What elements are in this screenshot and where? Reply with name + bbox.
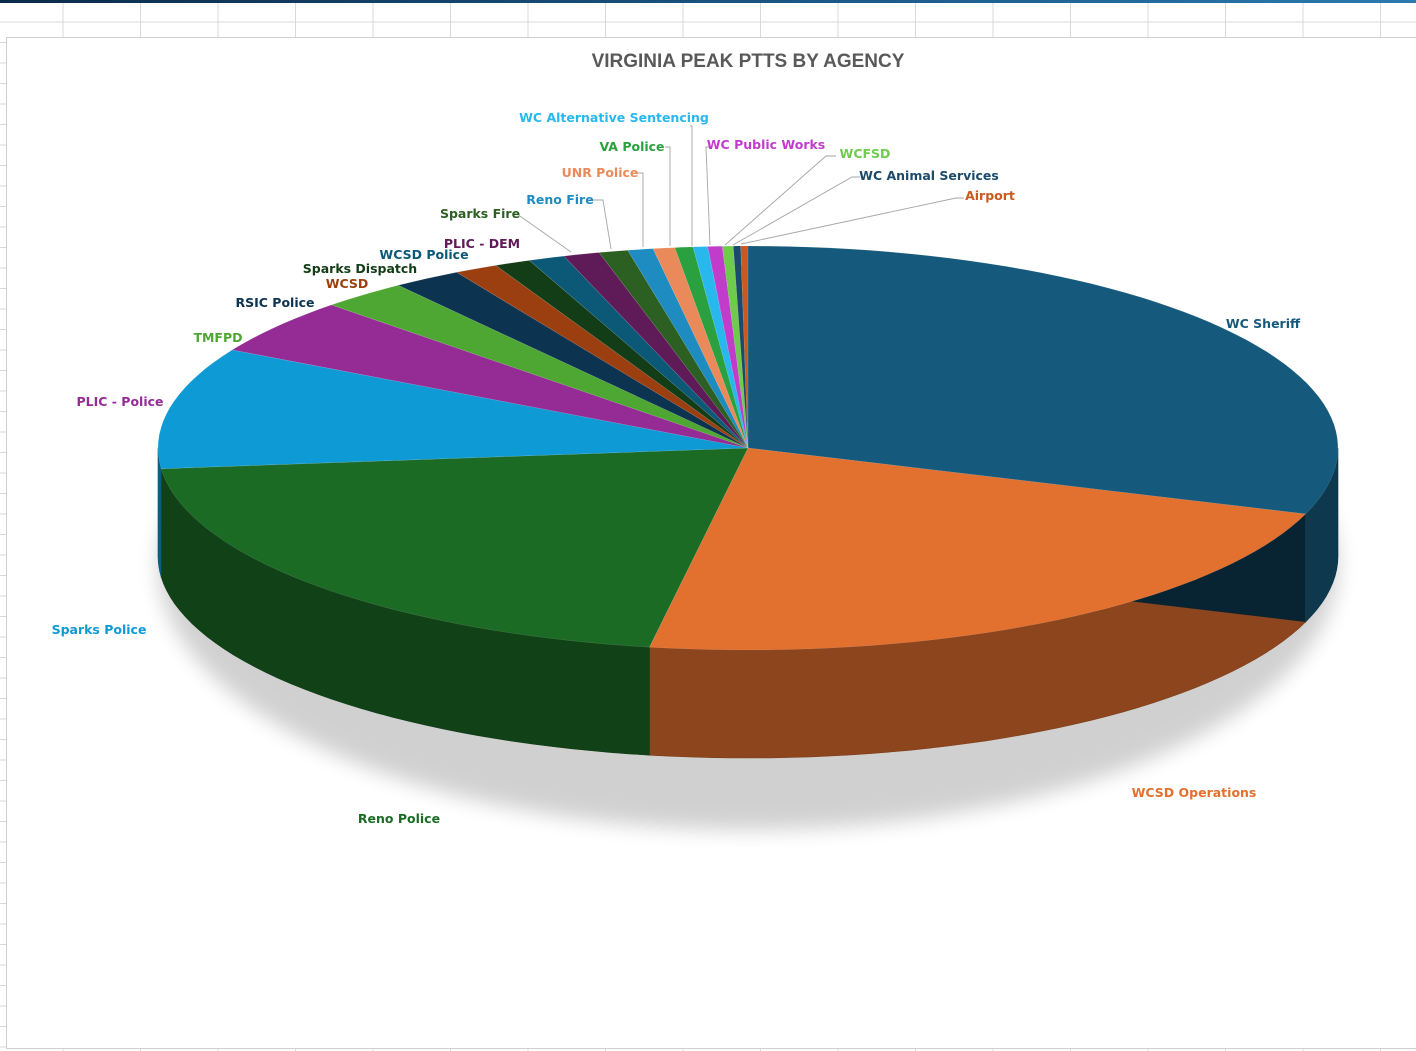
slice-sparks-dispatch[interactable] xyxy=(495,260,749,449)
leader-line-wc-alternative-sentencing xyxy=(690,125,693,246)
slice-airport[interactable] xyxy=(740,245,749,449)
slice-label-reno-police: Reno Police xyxy=(358,811,440,826)
slice-wcsd-police[interactable] xyxy=(528,255,749,449)
leader-line-reno-fire xyxy=(593,199,612,250)
slice-label-sparks-fire: Sparks Fire xyxy=(440,206,520,221)
slice-labels: WC Sheriff WCSD Operations Reno Police Spar… xyxy=(52,110,1301,826)
slice-label-wcfsd: WCFSD xyxy=(840,146,891,161)
leader-line-unr-police xyxy=(637,172,644,247)
slice-side-sparks-police[interactable] xyxy=(157,447,162,577)
slice-label-tmfpd: TMFPD xyxy=(193,330,242,345)
slice-wc-public-works[interactable] xyxy=(707,245,749,449)
slice-label-sparks-dispatch: Sparks Dispatch xyxy=(303,261,417,276)
slice-label-wc-public-works: WC Public Works xyxy=(707,137,826,152)
slice-label-plic-dem: PLIC - DEM xyxy=(444,236,520,251)
slice-label-wc-animal-services: WC Animal Services xyxy=(859,168,999,183)
slice-reno-police[interactable] xyxy=(160,447,749,648)
slice-label-reno-fire: Reno Fire xyxy=(526,192,593,207)
leader-line-wc-animal-services xyxy=(732,176,860,246)
slice-label-unr-police: UNR Police xyxy=(562,165,639,180)
slice-label-va-police: VA Police xyxy=(599,139,664,154)
slice-sparks-police[interactable] xyxy=(157,349,749,470)
slice-wcsd[interactable] xyxy=(455,265,749,449)
slice-plic-police[interactable] xyxy=(231,304,749,449)
slice-label-wc-alternative-sentencing: WC Alternative Sentencing xyxy=(519,110,709,125)
leader-lines xyxy=(516,125,964,253)
window-top-bar xyxy=(0,0,1416,3)
slice-reno-fire[interactable] xyxy=(627,248,749,449)
slice-label-sparks-police: Sparks Police xyxy=(52,622,147,637)
slice-label-wcsd-police: WCSD Police xyxy=(379,247,468,262)
leader-line-va-police xyxy=(665,146,671,246)
leader-line-wcfsd xyxy=(724,155,836,246)
slice-tmfpd[interactable] xyxy=(330,284,749,449)
slice-label-wcsd-operations: WCSD Operations xyxy=(1132,785,1257,800)
slice-sparks-fire[interactable] xyxy=(598,249,749,449)
leader-line-airport xyxy=(740,197,964,245)
slice-label-wcsd: WCSD xyxy=(326,276,369,291)
slice-label-airport: Airport xyxy=(965,188,1015,203)
slice-wc-sheriff[interactable] xyxy=(747,245,1339,515)
slice-label-rsic-police: RSIC Police xyxy=(235,295,314,310)
leader-line-sparks-fire xyxy=(516,213,572,253)
slice-label-plic-police: PLIC - Police xyxy=(76,394,163,409)
leader-line-wc-public-works xyxy=(705,146,711,246)
chart-title: VIRGINIA PEAK PTTS BY AGENCY xyxy=(592,51,905,72)
slice-wcsd-operations[interactable] xyxy=(648,447,1307,651)
slice-label-wc-sheriff: WC Sheriff xyxy=(1226,316,1301,331)
pie-tops xyxy=(157,245,1339,651)
